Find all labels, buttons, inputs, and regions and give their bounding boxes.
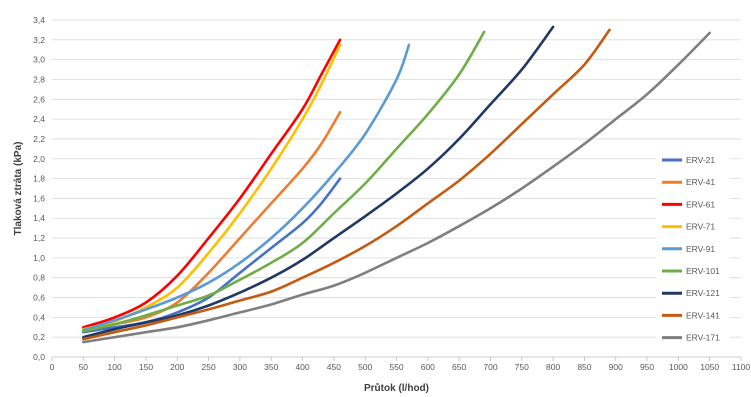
y-tick-label: 0,2 (33, 332, 45, 342)
y-tick-label: 0,6 (33, 293, 45, 303)
x-tick-label: 600 (421, 362, 435, 372)
x-tick-label: 850 (577, 362, 591, 372)
y-tick-label: 1,2 (33, 233, 45, 243)
y-tick-label: 2,8 (33, 74, 45, 84)
legend-label: ERV-91 (686, 244, 715, 254)
x-tick-label: 100 (108, 362, 122, 372)
x-tick-label: 150 (139, 362, 153, 372)
x-tick-label: 900 (609, 362, 623, 372)
y-axis-title: Tlaková ztráta (kPa) (13, 142, 24, 236)
x-tick-label: 550 (389, 362, 403, 372)
series-line-erv-141 (82, 28, 611, 341)
x-tick-label: 250 (201, 362, 215, 372)
y-tick-label: 1,8 (33, 174, 45, 184)
y-tick-label: 2,6 (33, 94, 45, 104)
series-line-erv-121 (82, 25, 555, 339)
x-tick-label: 300 (233, 362, 247, 372)
y-tick-label: 0,0 (33, 352, 45, 362)
legend-label: ERV-21 (686, 155, 715, 165)
x-tick-label: 400 (295, 362, 309, 372)
y-tick-label: 2,4 (33, 114, 45, 124)
series-lines (82, 25, 711, 344)
legend-label: ERV-141 (686, 310, 720, 320)
x-tick-label: 0 (50, 362, 55, 372)
x-tick-label: 50 (79, 362, 89, 372)
y-tick-label: 2,0 (33, 154, 45, 164)
x-tick-label: 800 (546, 362, 560, 372)
y-tick-label: 3,0 (33, 55, 45, 65)
x-tick-label: 1100 (732, 362, 751, 372)
x-axis-title: Průtok (l/hod) (364, 382, 429, 394)
legend-label: ERV-121 (686, 288, 720, 298)
y-tick-label: 1,4 (33, 213, 45, 223)
y-tick-label: 1,6 (33, 193, 45, 203)
y-tick-label: 1,0 (33, 253, 45, 263)
x-tick-label: 1050 (700, 362, 719, 372)
y-tick-label: 2,2 (33, 134, 45, 144)
series-line-erv-41 (82, 110, 342, 332)
y-tick-label: 0,4 (33, 312, 45, 322)
x-tick-label: 350 (264, 362, 278, 372)
y-axis-ticks: 0,0 0,2 0,4 0,6 0,8 1,0 1,2 1,4 1,6 1,8 2,0 2,2 2,4 2… (33, 15, 45, 362)
legend-label: ERV-171 (686, 333, 720, 343)
y-tick-label: 3,2 (33, 35, 45, 45)
x-tick-label: 950 (640, 362, 654, 372)
x-tick-label: 650 (452, 362, 466, 372)
series-line-erv-61 (82, 38, 342, 329)
x-tick-label: 750 (515, 362, 529, 372)
x-tick-label: 200 (170, 362, 184, 372)
y-tick-label: 0,8 (33, 273, 45, 283)
series-line-erv-101 (82, 30, 486, 333)
series-line-erv-91 (82, 43, 411, 332)
x-tick-label: 1000 (669, 362, 688, 372)
x-axis-ticks: 0 50 100 150 200 250 300 350 400 450 500 550 600 650 7… (50, 357, 751, 372)
x-tick-label: 450 (327, 362, 341, 372)
legend-entries: ERV-21 ERV-41 ERV-61 ERV-71 ERV-91 ERV-101 ERV… (662, 155, 720, 343)
legend-label: ERV-71 (686, 222, 715, 232)
x-tick-label: 500 (358, 362, 372, 372)
y-tick-label: 3,4 (33, 15, 45, 25)
legend-label: ERV-101 (686, 266, 720, 276)
legend-label: ERV-61 (686, 199, 715, 209)
x-tick-label: 700 (483, 362, 497, 372)
legend-label: ERV-41 (686, 177, 715, 187)
series-line-erv-171 (82, 31, 711, 344)
